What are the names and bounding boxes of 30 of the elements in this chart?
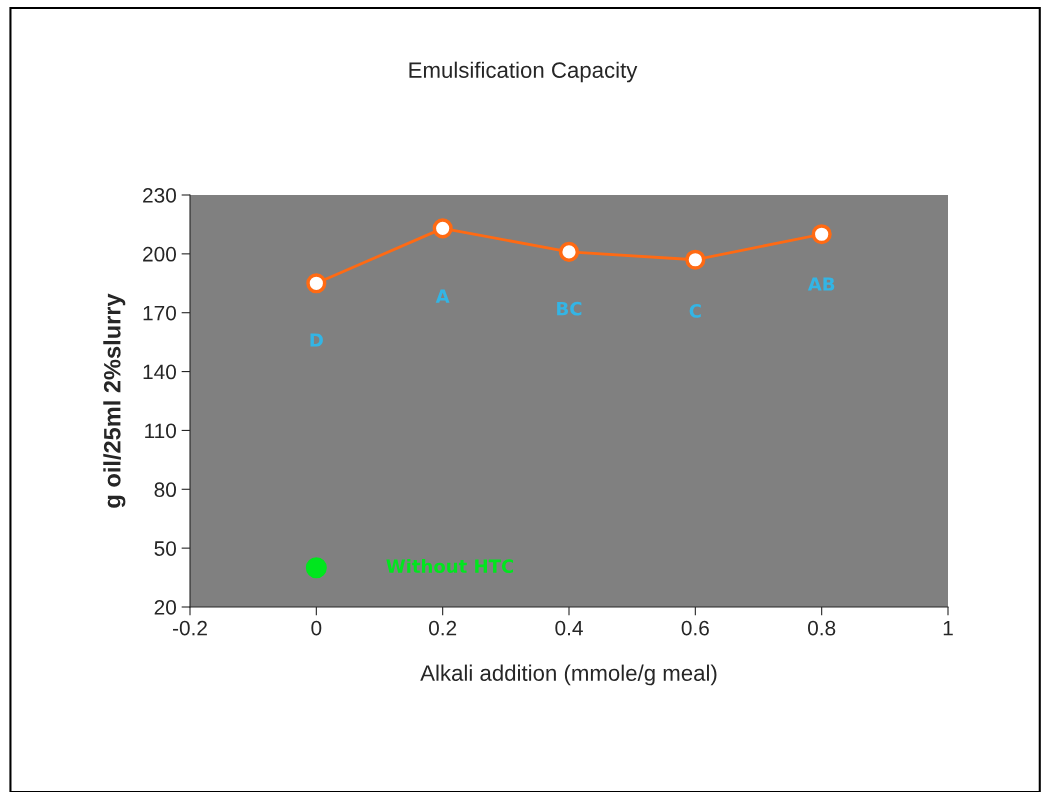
chart-title: Emulsification Capacity xyxy=(409,61,638,83)
annotation: A xyxy=(435,289,450,303)
x-tick-label: 0.8 xyxy=(808,620,836,636)
y-tick-label: 20 xyxy=(154,600,176,615)
point xyxy=(306,273,327,294)
x-tick-label: 0.6 xyxy=(681,620,709,636)
x-tick-label: 0.4 xyxy=(555,620,583,636)
point xyxy=(558,241,580,262)
y-axis-title: g oil/25ml 2%slurry xyxy=(103,293,126,508)
point xyxy=(305,557,327,579)
y-tick-label: 50 xyxy=(154,541,176,556)
x-tick-label: 0 xyxy=(311,620,322,636)
point xyxy=(685,249,706,270)
y-tick-label: 80 xyxy=(154,482,176,498)
y-tick-label: 200 xyxy=(143,246,176,262)
x-axis-title: Alkali addition (mmole/g meal) xyxy=(420,664,717,686)
x-tick-label: 0.2 xyxy=(429,620,457,636)
y-tick-label: 110 xyxy=(145,423,176,439)
annotation: BC xyxy=(557,301,582,316)
point xyxy=(432,218,453,239)
y-tick-label: 140 xyxy=(143,364,176,380)
annotation: AB xyxy=(807,277,835,291)
point xyxy=(811,224,832,245)
annotation: D xyxy=(310,333,323,347)
y-tick-label: 230 xyxy=(143,188,176,203)
annotation: Without HTC xyxy=(386,559,514,573)
x-tick-label: -0.2 xyxy=(172,620,207,636)
y-tick-label: 170 xyxy=(143,305,176,321)
x-tick-label: 1 xyxy=(943,620,953,636)
annotation: C xyxy=(689,304,701,318)
